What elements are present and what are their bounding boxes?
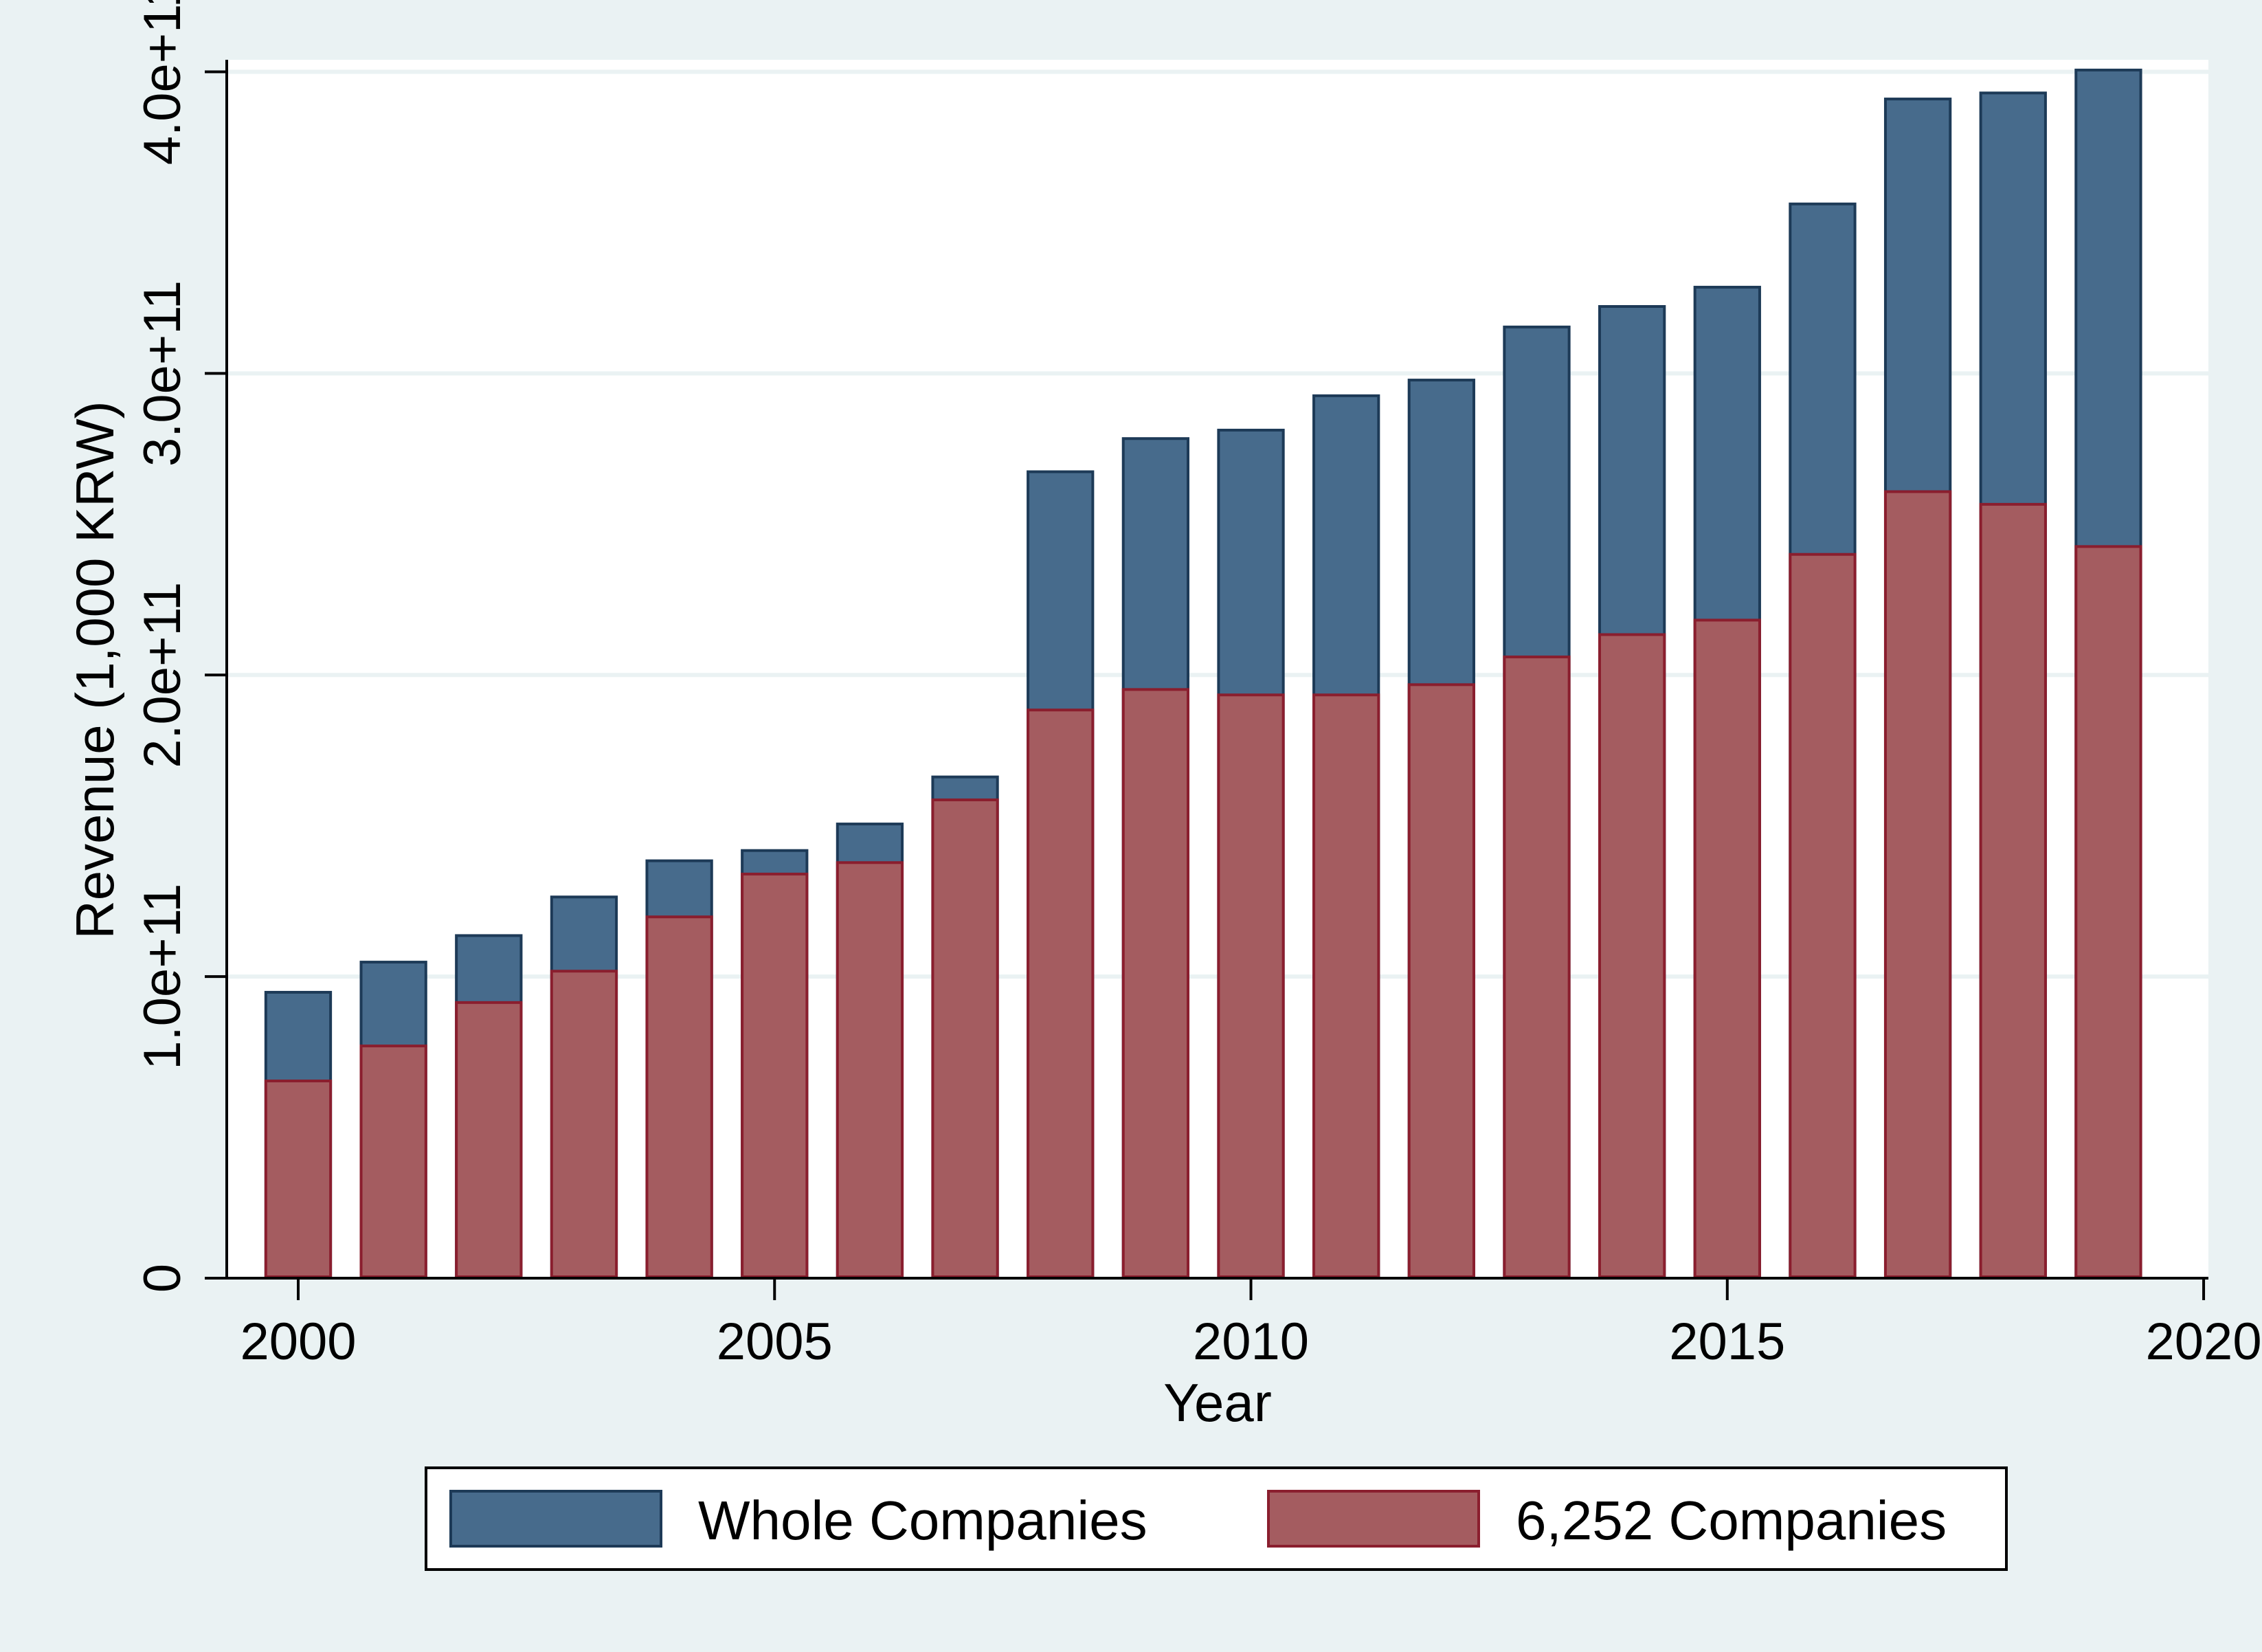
y-axis-title: Revenue (1,000 KRW) [65, 401, 125, 939]
x-tick-label: 2000 [240, 1313, 356, 1371]
bars [264, 68, 2142, 1279]
y-axis-ticks: 0 1.0e+11 2.0e+11 3.0e+11 4.0e+11 [133, 0, 227, 1293]
x-tick-label: 2015 [1669, 1313, 1785, 1371]
bar-6-252-companies [931, 798, 999, 1278]
x-tick-label: 2020 [2146, 1313, 2262, 1371]
bar-6-252-companies [1693, 618, 1761, 1278]
bar-6-252-companies [741, 872, 809, 1279]
bar-6-252-companies [1217, 693, 1285, 1278]
bar-6-252-companies [550, 970, 618, 1279]
bar-6-252-companies [1883, 490, 1952, 1279]
bar-6-252-companies [1503, 655, 1571, 1278]
bar-6-252-companies [1598, 633, 1666, 1278]
bar-6-252-companies [455, 1001, 523, 1279]
y-tick-label: 0 [133, 1264, 192, 1293]
y-tick-label: 1.0e+11 [133, 884, 192, 1070]
x-tick-label: 2005 [717, 1313, 833, 1371]
legend: Whole Companies 6,252 Companies [425, 1466, 2008, 1571]
x-axis-title: Year [1163, 1372, 1272, 1433]
bar-6-252-companies [1312, 693, 1380, 1278]
legend-label-whole-companies: Whole Companies [698, 1490, 1147, 1551]
bar-6-252-companies [1979, 502, 2047, 1278]
bar-6-252-companies [836, 861, 904, 1278]
y-tick-label: 3.0e+11 [133, 280, 192, 467]
y-tick-label: 4.0e+11 [133, 0, 192, 165]
bar-6-252-companies [645, 915, 713, 1278]
bar-6-252-companies [1407, 683, 1475, 1278]
legend-swatch-6252-companies [1267, 1490, 1480, 1548]
legend-label-6252-companies: 6,252 Companies [1516, 1490, 1947, 1551]
bar-6-252-companies [1027, 708, 1095, 1279]
bar-6-252-companies [2074, 545, 2142, 1278]
legend-box [425, 1466, 2008, 1571]
bar-6-252-companies [264, 1079, 333, 1278]
bar-6-252-companies [1121, 688, 1190, 1278]
bar-6-252-companies [359, 1045, 427, 1279]
bar-6-252-companies [1789, 552, 1857, 1278]
y-tick-label: 2.0e+11 [133, 582, 192, 768]
legend-swatch-whole-companies [449, 1490, 662, 1548]
x-tick-label: 2010 [1193, 1313, 1309, 1371]
x-axis-ticks: 2000 2005 2010 2015 2020 [240, 1278, 2262, 1371]
